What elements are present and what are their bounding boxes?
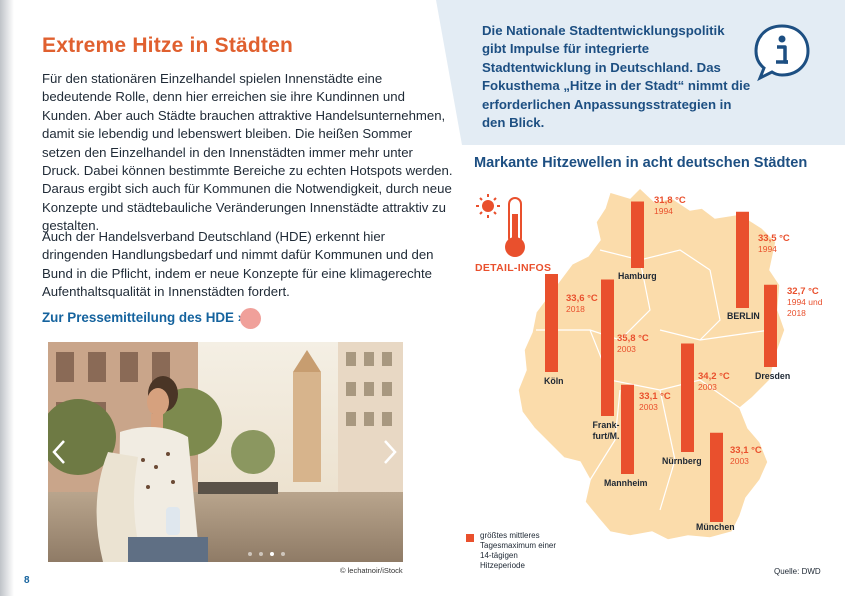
- carousel-dot[interactable]: [281, 552, 285, 556]
- temp-year: 2018: [566, 304, 585, 314]
- info-box-text: Die Nationale Stadtentwicklungspolitik g…: [482, 23, 751, 131]
- heatwave-bar-6: [621, 384, 634, 474]
- temp-label-mannheim: 33,1 °C 2003: [639, 391, 671, 413]
- temp-value: 33,5 °C: [758, 233, 790, 244]
- temp-year: 2003: [617, 344, 636, 354]
- temp-value: 33,6 °C: [566, 293, 598, 304]
- temp-value: 33,1 °C: [730, 445, 762, 456]
- map-title: Markante Hitzewellen in acht deutschen S…: [474, 155, 808, 171]
- article-paragraph-1: Für den stationären Einzelhandel spielen…: [42, 71, 453, 234]
- temp-label-dresden: 32,7 °C 1994 und 2018: [787, 286, 839, 319]
- press-release-link[interactable]: Zur Pressemitteilung des HDE ›: [42, 310, 243, 325]
- temp-value: 32,7 °C: [787, 286, 819, 297]
- temp-label-hamburg: 31,8 °C 1994: [654, 195, 686, 217]
- temp-year: 1994 und 2018: [787, 297, 823, 318]
- city-label-koeln: Köln: [544, 376, 564, 386]
- carousel-dot[interactable]: [270, 552, 274, 556]
- heatwave-bar-5: [681, 343, 694, 452]
- city-label-nuernberg: Nürnberg: [662, 456, 702, 466]
- heatwave-bar-0: [631, 201, 644, 268]
- street-photo: [48, 342, 403, 562]
- city-label-dresden: Dresden: [755, 371, 791, 381]
- detail-infos-label[interactable]: DETAIL-INFOS: [475, 262, 552, 274]
- page-number: 8: [24, 575, 30, 586]
- carousel-dot[interactable]: [248, 552, 252, 556]
- legend-text: größtes mittleres Tagesmaximum einer 14-…: [480, 531, 557, 570]
- heatwave-bars: [545, 201, 777, 522]
- carousel-indicators: [248, 552, 285, 556]
- link-hover-dot: [240, 308, 261, 329]
- city-label-mannheim: Mannheim: [604, 478, 648, 488]
- heatwave-bar-3: [764, 284, 777, 367]
- heatwave-bar-4: [601, 279, 614, 416]
- carousel-next-icon[interactable]: [379, 437, 399, 467]
- city-label-frankfurt: Frank-furt/M.: [592, 420, 620, 441]
- article-title: Extreme Hitze in Städten: [42, 34, 294, 57]
- temp-value: 31,8 °C: [654, 195, 686, 206]
- temp-label-koeln: 33,6 °C 2018: [566, 293, 598, 315]
- temp-year: 2003: [730, 456, 749, 466]
- temp-year: 2003: [698, 382, 717, 392]
- city-label-berlin: BERLIN: [727, 311, 760, 321]
- image-carousel[interactable]: [48, 342, 403, 562]
- heatwave-bar-7: [710, 432, 723, 522]
- temp-label-muenchen: 33,1 °C 2003: [730, 445, 762, 467]
- temp-year: 1994: [654, 206, 673, 216]
- temp-year: 2003: [639, 402, 658, 412]
- city-label-hamburg: Hamburg: [618, 271, 657, 281]
- city-label-muenchen: München: [696, 522, 735, 532]
- photo-credit: © lechatnoir/iStock: [340, 566, 403, 575]
- thermometer-sun-icon: [476, 194, 525, 257]
- temp-year: 1994: [758, 244, 777, 254]
- legend-swatch: [466, 534, 474, 542]
- info-speech-bubble-icon: [754, 24, 810, 82]
- temp-label-berlin: 33,5 °C 1994: [758, 233, 790, 255]
- germany-heatwave-map: [476, 186, 786, 541]
- source-label: Quelle: DWD: [774, 567, 821, 576]
- temp-value: 34,2 °C: [698, 371, 730, 382]
- carousel-dot[interactable]: [259, 552, 263, 556]
- temp-value: 33,1 °C: [639, 391, 671, 402]
- temp-value: 35,8 °C: [617, 333, 649, 344]
- heatwave-bar-1: [736, 211, 749, 308]
- heatwave-bar-2: [545, 274, 558, 372]
- article-paragraph-2: Auch der Handelsverband Deutschland (HDE…: [42, 229, 434, 300]
- temp-label-frankfurt: 35,8 °C 2003: [617, 333, 649, 355]
- page-fold-shadow: [0, 0, 14, 596]
- temp-label-nuernberg: 34,2 °C 2003: [698, 371, 730, 393]
- carousel-prev-icon[interactable]: [50, 437, 70, 467]
